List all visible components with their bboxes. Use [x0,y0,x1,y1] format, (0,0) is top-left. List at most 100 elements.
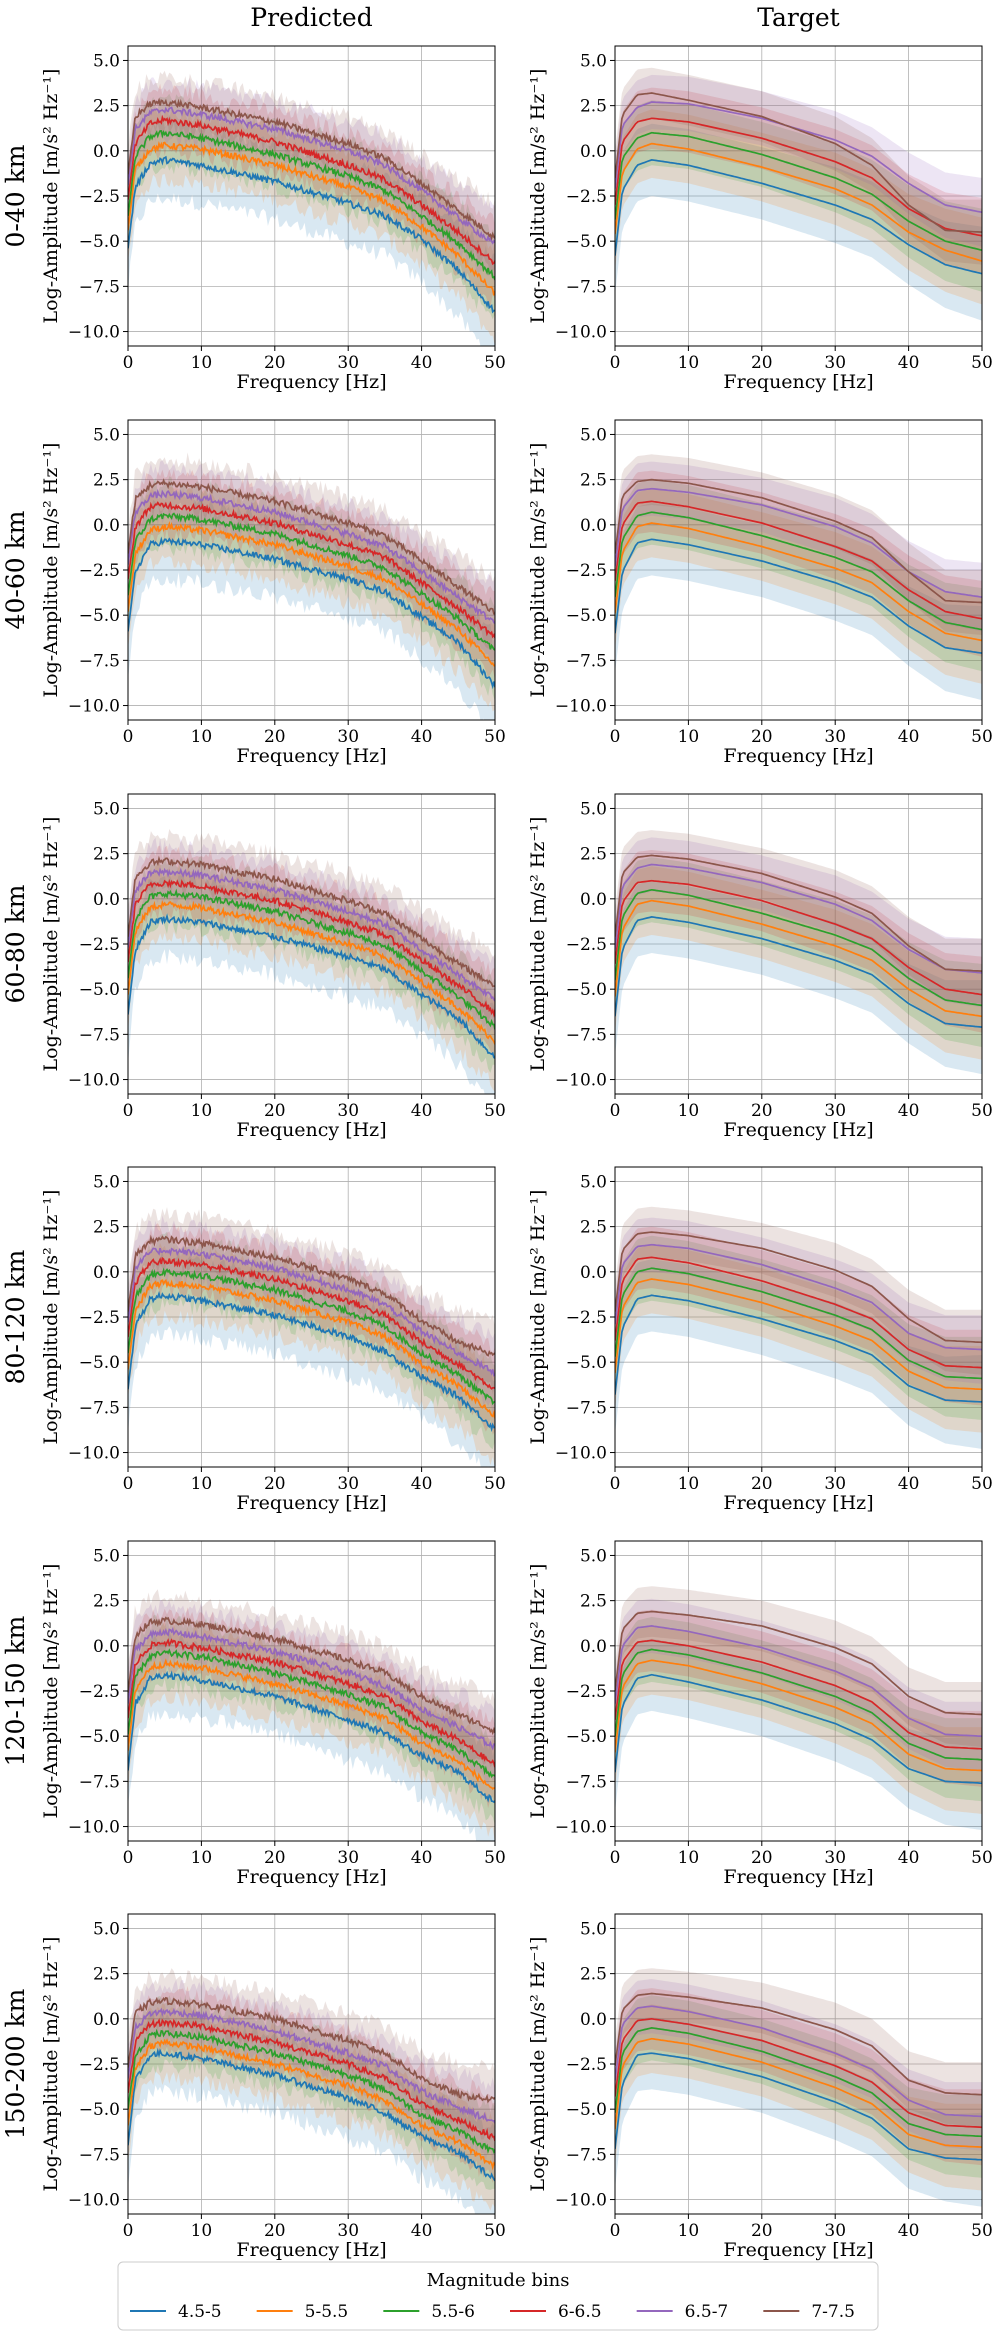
y-tick-label: −2.5 [79,561,120,581]
x-tick-label: 50 [484,1848,506,1868]
band-7-7.5 [128,70,495,274]
series-line-5.5-6 [615,511,982,631]
x-tick-label: 40 [411,1474,433,1494]
y-tick-label: 0.0 [580,2010,607,2030]
series-line-5.5-6 [615,1648,982,1761]
plot-area [615,830,982,1075]
x-tick-label: 40 [411,1101,433,1121]
band-5-5.5 [128,2003,495,2211]
y-tick-label: −7.5 [566,1025,607,1045]
band-6.5-7 [128,1599,495,1785]
series-line-6.5-7 [615,1243,982,1351]
series-line-6.5-7 [615,101,982,214]
y-tick-label: −7.5 [79,651,120,671]
series-line-7-7.5 [128,855,495,988]
y-tick-label: −2.5 [566,561,607,581]
y-tick-label: 0.0 [580,1263,607,1283]
y-tick-label: −7.5 [79,1025,120,1045]
y-axis-label: Log-Amplitude [m/s² Hz⁻¹] [40,817,62,1072]
y-tick-label: −7.5 [79,1772,120,1792]
x-tick-label: 0 [123,353,134,373]
y-tick-label: 2.5 [93,1218,120,1238]
y-tick-label: −10.0 [68,323,120,343]
y-axis-label: Log-Amplitude [m/s² Hz⁻¹] [40,1190,62,1445]
series-line-6-6.5 [128,1638,495,1768]
band-6-6.5 [615,1226,982,1406]
series-line-6.5-7 [128,488,495,624]
series-line-5.5-6 [615,1267,982,1380]
x-tick-label: 10 [191,2221,213,2241]
y-tick-label: 5.0 [93,425,120,445]
series-line-6.5-7 [615,1625,982,1738]
y-tick-label: −7.5 [79,1398,120,1418]
y-tick-label: 0.0 [580,890,607,910]
band-6-6.5 [615,1988,982,2166]
band-6.5-7 [615,1217,982,1384]
band-6.5-7 [128,1215,495,1418]
x-tick-label: 20 [264,1101,286,1121]
series-line-6-6.5 [128,501,495,639]
series-line-5.5-6 [128,1648,495,1779]
y-tick-label: −2.5 [566,2055,607,2075]
band-6-6.5 [128,83,495,308]
x-axis-label: Frequency [Hz] [236,2239,386,2261]
series-line-5-5.5 [615,522,982,642]
band-6.5-7 [128,1979,495,2163]
x-tick-label: 30 [824,1101,846,1121]
series-line-7-7.5 [128,1616,495,1736]
band-5-5.5 [615,1625,982,1814]
series-line-6.5-7 [615,487,982,598]
series-line-6-6.5 [615,2017,982,2129]
subplot-panel: 0 10 20 30 40 50 5.0 2.5 0.0 −2.5 −5.0 −7.5 −10.0 Fre… [1,1166,506,1514]
x-tick-label: 50 [484,1474,506,1494]
y-tick-label: −2.5 [566,187,607,207]
band-4.5-5 [615,123,982,321]
series-line-6-6.5 [128,2017,495,2142]
y-axis-label: Log-Amplitude [m/s² Hz⁻¹] [40,69,62,324]
y-tick-label: −2.5 [79,1682,120,1702]
row-title: 120-150 km [1,1615,30,1766]
band-5-5.5 [615,1244,982,1433]
band-4.5-5 [615,2017,982,2207]
y-tick-label: 0.0 [580,516,607,536]
series-line-7-7.5 [615,854,982,972]
band-7-7.5 [615,830,982,1004]
series-line-4.5-5 [128,1670,495,1804]
series-line-5-5.5 [615,1659,982,1772]
y-tick-label: −10.0 [555,697,607,717]
band-5.5-6 [128,1994,495,2190]
subplot-panel: 0 10 20 30 40 50 5.0 2.5 0.0 −2.5 −5.0 −7.5 −10.0 Fre… [527,45,993,393]
y-tick-label: −10.0 [555,1444,607,1464]
x-tick-label: 0 [123,727,134,747]
band-6.5-7 [128,837,495,1038]
plot-area [128,1589,495,1841]
x-tick-label: 0 [610,353,621,373]
y-tick-label: 0.0 [580,1637,607,1657]
y-tick-label: −5.0 [566,980,607,1000]
x-tick-label: 50 [971,2221,993,2241]
band-6.5-7 [615,837,982,1008]
x-tick-label: 40 [898,1848,920,1868]
y-tick-label: 2.5 [93,1592,120,1612]
y-tick-label: −7.5 [79,277,120,297]
legend-label: 5-5.5 [305,2302,349,2322]
series-line-6.5-7 [128,106,495,245]
band-5-5.5 [615,866,982,1060]
series-line-5.5-6 [128,512,495,651]
band-6-6.5 [128,1985,495,2183]
y-tick-label: −2.5 [79,935,120,955]
plot-area [615,67,982,321]
band-7-7.5 [615,1206,982,1375]
series-line-5.5-6 [615,888,982,1007]
series-line-5.5-6 [128,2028,495,2155]
x-axis-label: Frequency [Hz] [723,1119,873,1141]
series-line-6-6.5 [615,1639,982,1750]
plot-area [128,1968,495,2214]
series-line-7-7.5 [615,1231,982,1344]
band-5-5.5 [128,1621,495,1841]
band-4.5-5 [615,503,982,701]
y-tick-label: −10.0 [68,2191,120,2211]
y-tick-label: −2.5 [566,1308,607,1328]
x-axis-label: Frequency [Hz] [236,371,386,393]
x-tick-label: 20 [264,353,286,373]
